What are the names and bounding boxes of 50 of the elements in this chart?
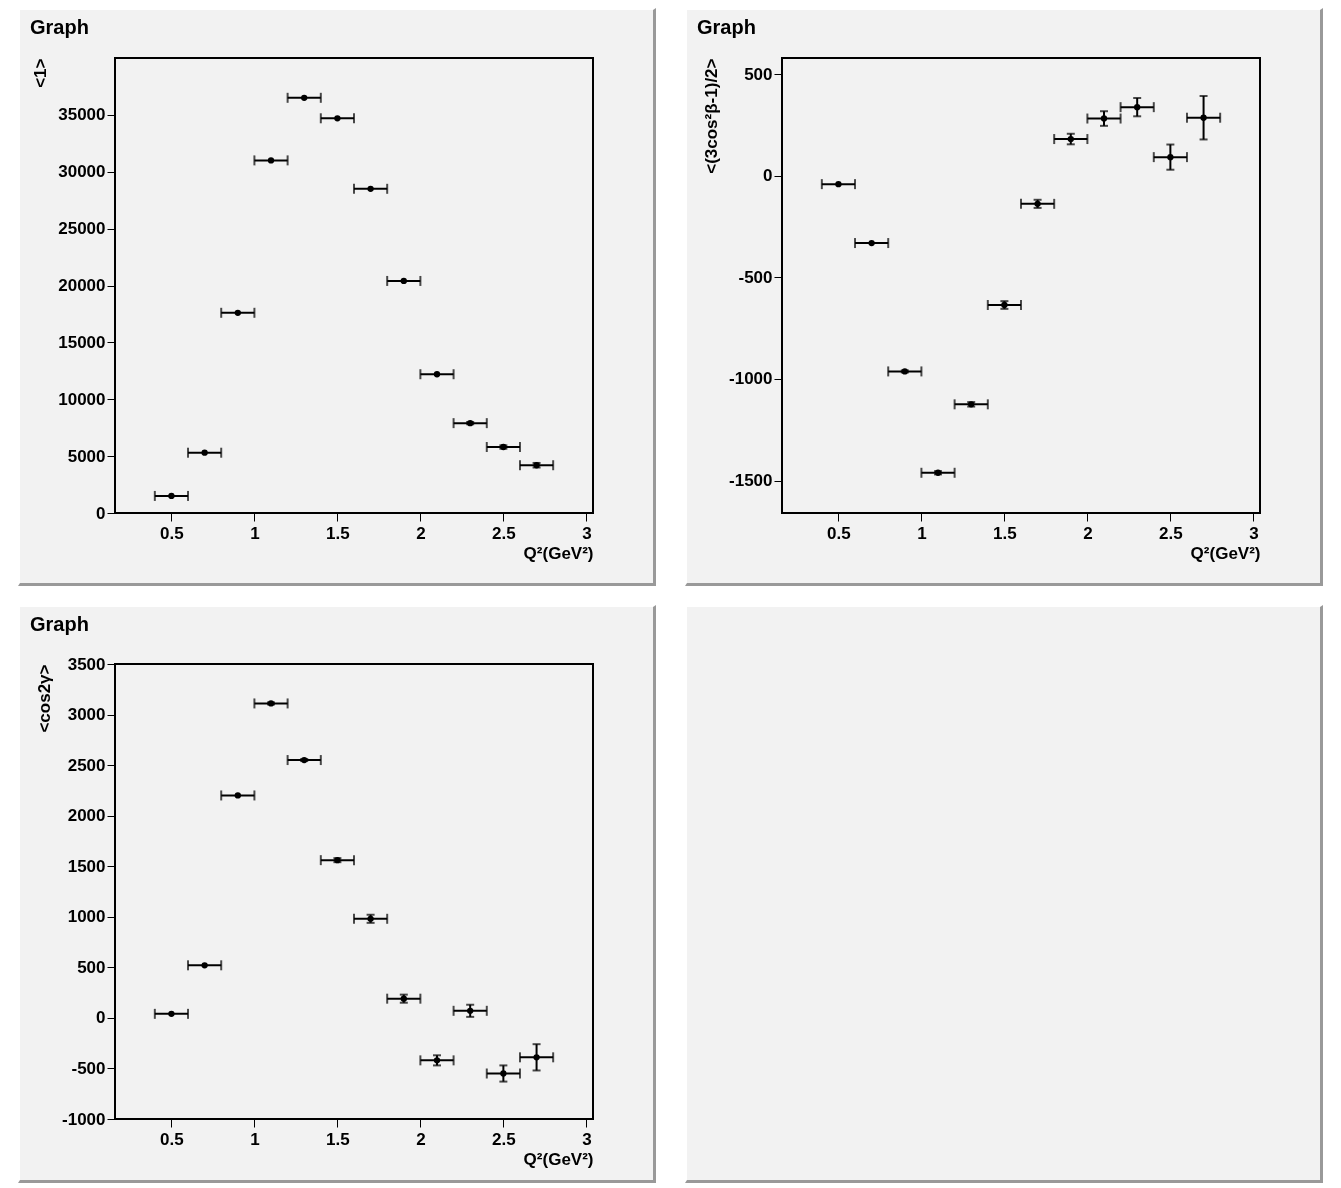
y-tick-label: 2000 [67,806,106,826]
y-tick-label: 10000 [58,389,106,409]
x-tick-label: 0.5 [160,523,184,543]
y-tick-label: 0 [96,1008,106,1028]
chart-title: Graph [30,613,89,635]
x-axis-title: Q²(GeV²) [523,543,594,563]
y-tick-label: 5000 [67,446,106,466]
x-tick-label: 2.5 [1159,523,1183,543]
y-tick-label: 0 [96,503,106,523]
y-axis-title: <(3cos²β-1)/2> [702,58,722,174]
x-tick-label: 2 [416,523,426,543]
x-axis-title: Q²(GeV²) [1190,543,1261,563]
x-tick-label: 1.5 [993,523,1017,543]
chart-title: Graph [30,16,89,38]
y-tick-label: 500 [77,957,106,977]
x-tick-label: 0.5 [827,523,851,543]
y-tick-label: -500 [738,267,773,287]
y-tick-label: 15000 [58,332,106,352]
y-tick-label: 2500 [67,755,106,775]
x-tick-label: 2 [1083,523,1093,543]
y-tick-label: 20000 [58,276,106,295]
y-tick-label: 35000 [58,105,106,125]
x-tick-label: 1 [250,1129,260,1149]
chart-title: Graph [697,16,756,38]
x-axis-title: Q²(GeV²) [523,1149,594,1169]
y-axis-title: <cos2γ> [35,664,55,733]
x-tick-label: 1.5 [326,1129,350,1149]
y-tick-label: 3500 [67,654,106,674]
x-tick-label: 1 [917,523,927,543]
y-tick-label: 30000 [58,162,106,182]
x-tick-label: 2 [416,1129,426,1149]
x-tick-label: 1.5 [326,523,350,543]
y-tick-label: 1500 [67,856,106,876]
x-tick-label: 3 [582,1129,592,1149]
x-tick-label: 3 [582,523,592,543]
y-tick-label: 3000 [67,705,106,725]
y-tick-label: 1000 [67,907,106,927]
x-tick-label: 3 [1249,523,1259,543]
y-tick-label: -1000 [62,1109,106,1129]
y-axis-title: <1> [31,58,51,88]
x-tick-label: 2.5 [492,1129,516,1149]
y-tick-label: -1500 [729,471,773,490]
y-tick-label: -1000 [729,369,773,389]
x-tick-label: 2.5 [492,523,516,543]
x-tick-label: 1 [250,523,260,543]
y-tick-label: 25000 [58,219,106,239]
y-tick-label: 0 [763,166,773,186]
y-tick-label: -500 [71,1058,106,1078]
y-tick-label: 500 [744,64,773,84]
x-tick-label: 0.5 [160,1129,184,1149]
